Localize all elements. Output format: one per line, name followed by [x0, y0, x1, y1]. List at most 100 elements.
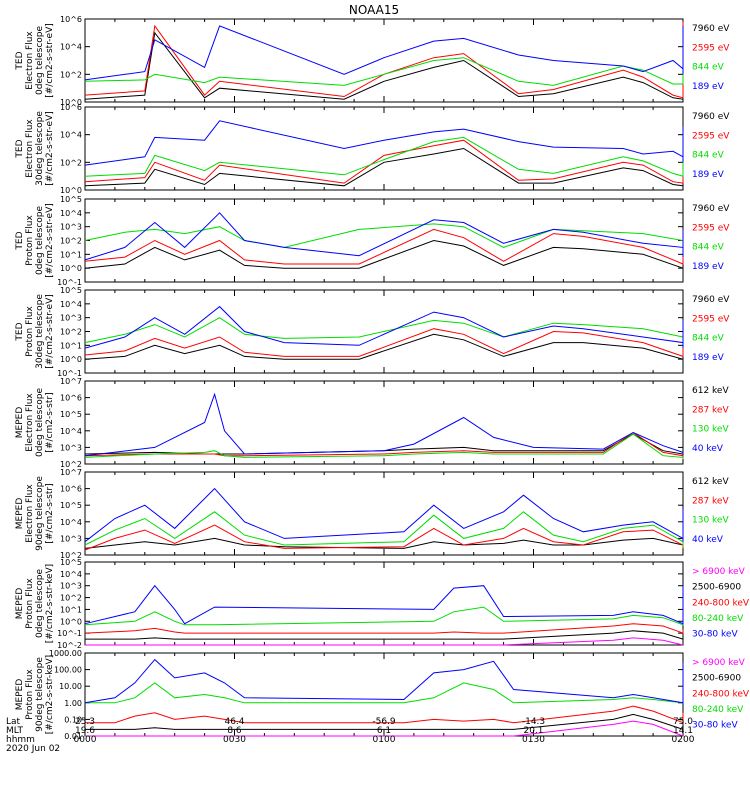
series-line	[84, 228, 684, 265]
legend-entry: 612 keV	[692, 386, 729, 396]
y-tick-label: 10^3	[60, 314, 82, 323]
legend-entry: 844 eV	[692, 243, 725, 253]
footer-lat-value: 46.4	[224, 717, 244, 727]
footer-lat-value: 25.3	[75, 717, 95, 727]
y-tick-label: 10^7	[60, 377, 82, 386]
y-axis-label-line: Electron Flux	[25, 484, 35, 543]
y-axis-label: TEDProton Flux30deg telescope[#/cm2-s-st…	[15, 294, 55, 369]
y-axis-label-line: 0deg telescope	[35, 569, 45, 639]
legend-entry: 2595 eV	[692, 43, 730, 53]
y-axis-label: MEPEDElectron Flux0deg telescope[#/cm2-s…	[15, 388, 55, 458]
footer-mlt-value: 19.6	[75, 726, 95, 736]
series-line	[84, 433, 684, 459]
panel-5: 10^2 10^3 10^4 10^5 10^6 10^7 MEPEDElectron Fl…	[15, 377, 729, 469]
y-tick-label: 10^4	[60, 570, 82, 579]
y-tick-label: 1.00	[64, 699, 82, 708]
y-tick-label: 10^0	[60, 186, 82, 195]
y-tick-label: 10^5	[60, 195, 82, 204]
y-tick-label: 10^6	[60, 15, 82, 24]
y-axis-label: TEDElectron Flux30deg telescope[#/cm2-s-…	[15, 111, 55, 186]
legend-entry: 130 keV	[692, 425, 729, 435]
y-tick-label: 10^-2	[57, 641, 82, 650]
y-tick-label: 10^-1	[57, 278, 82, 287]
series-line	[84, 305, 684, 349]
y-tick-label: 100.00	[54, 666, 82, 675]
y-axis-label-line: MEPED	[15, 498, 25, 530]
y-tick-label: 10^5	[60, 501, 82, 510]
y-tick-label: 10^4	[60, 131, 82, 140]
legend-entry: 189 eV	[692, 262, 725, 272]
y-tick-label: 10^5	[60, 558, 82, 567]
y-axis-label-line: 90deg telescope	[35, 657, 45, 732]
legend-entry: > 6900 keV	[692, 658, 746, 668]
series-line	[84, 139, 684, 184]
series-line	[84, 623, 684, 634]
legend-entry: 7960 eV	[692, 295, 730, 305]
footer-hhmm-value: 0000	[74, 735, 97, 745]
y-tick-label: 10^5	[60, 286, 82, 295]
y-axis-label-line: 90deg telescope	[35, 476, 45, 551]
y-tick-label: 10^6	[60, 394, 82, 403]
footer-row-label: hhmm	[6, 735, 35, 745]
y-tick-label: 10^4	[60, 518, 82, 527]
y-axis-label-line: 30deg telescope	[35, 111, 45, 186]
footer-hhmm-value: 0100	[373, 735, 396, 745]
legend-entry: 30-80 keV	[692, 630, 738, 640]
y-axis-label-line: 0deg telescope	[35, 206, 45, 276]
y-tick-label: 10^0	[60, 617, 82, 626]
y-axis-label-line: [#/cm2-s-str-eV]	[45, 111, 55, 186]
y-axis-label-line: [#/cm2-s-str-eV]	[45, 294, 55, 369]
legend-entry: 2595 eV	[692, 223, 730, 233]
y-axis-label-line: [#/cm2-s-str-keV]	[45, 564, 55, 643]
footer-mlt-value: 20.1	[523, 726, 543, 736]
y-tick-label: 10^6	[60, 485, 82, 494]
legend-entry: 7960 eV	[692, 112, 730, 122]
y-tick-label: 10^0	[60, 264, 82, 273]
series-line	[84, 25, 684, 81]
legend-entry: 2595 eV	[692, 314, 730, 324]
legend-entry: 844 eV	[692, 334, 725, 344]
panels-group: 10^0 10^2 10^4 10^6 TED Electron Flux 0deg tel…	[15, 15, 750, 741]
series-line	[85, 705, 684, 724]
legend-entry: 2500-6900	[692, 583, 741, 593]
y-tick-label: 10^3	[60, 443, 82, 452]
y-axis-label-line: [#/cm2-s-str]	[45, 392, 55, 452]
y-tick-label: 10^2	[60, 328, 82, 337]
series-line	[84, 317, 684, 344]
series-line	[84, 239, 684, 269]
footer-mlt-value: 14.1	[673, 726, 693, 736]
panel-1: 10^0 10^2 10^4 10^6 TEDElectron Flux0deg tel…	[15, 15, 730, 107]
y-axis-label-line: [#/cm2-s-str]	[45, 483, 55, 543]
y-tick-label: 10^1	[60, 605, 82, 614]
footer-hhmm-value: 0030	[223, 735, 246, 745]
y-axis-label: TEDProton Flux0deg telescope[#/cm2-s-str…	[15, 203, 55, 278]
footer-mlt-value: 6.1	[377, 726, 391, 736]
y-tick-label: 10^2	[60, 460, 82, 469]
panel-2: 10^0 10^2 10^4 10^6 TEDElectron Flux30deg te…	[15, 103, 730, 195]
legend-entry: 7960 eV	[692, 24, 730, 34]
series-line	[84, 658, 684, 704]
y-axis-label-line: Proton Flux	[25, 578, 35, 629]
series-line	[84, 57, 684, 86]
legend-entry: 30-80 keV	[692, 721, 738, 731]
y-axis-label-line: Electron Flux	[25, 31, 35, 90]
y-axis-label-line: TED	[15, 322, 25, 341]
legend-entry: 189 eV	[692, 353, 725, 363]
y-tick-label: 10^2	[60, 158, 82, 167]
y-axis-label-line: [#/cm2-s-str-keV]	[45, 655, 55, 734]
legend-entry: 612 keV	[692, 477, 729, 487]
series-line	[85, 630, 684, 640]
footer-mlt-value: 8.6	[227, 726, 242, 736]
y-axis-label-line: [#/cm2-s-str-eV]	[45, 23, 55, 98]
footer-lat-value: -14.3	[522, 717, 545, 727]
y-axis-label-line: 30deg telescope	[35, 294, 45, 369]
y-tick-label: 10^5	[60, 410, 82, 419]
series-line	[84, 21, 684, 99]
panel-3: 10^-1 10^0 10^1 10^2 10^3 10^4 10^5 TEDProton F…	[15, 195, 730, 287]
y-tick-label: 10^2	[60, 594, 82, 603]
y-tick-label: 10^0	[60, 98, 82, 107]
y-axis-label: MEPEDElectron Flux90deg telescope[#/cm2-…	[15, 476, 55, 551]
legend-entry: 40 keV	[692, 444, 724, 454]
y-axis-label-line: TED	[15, 231, 25, 250]
